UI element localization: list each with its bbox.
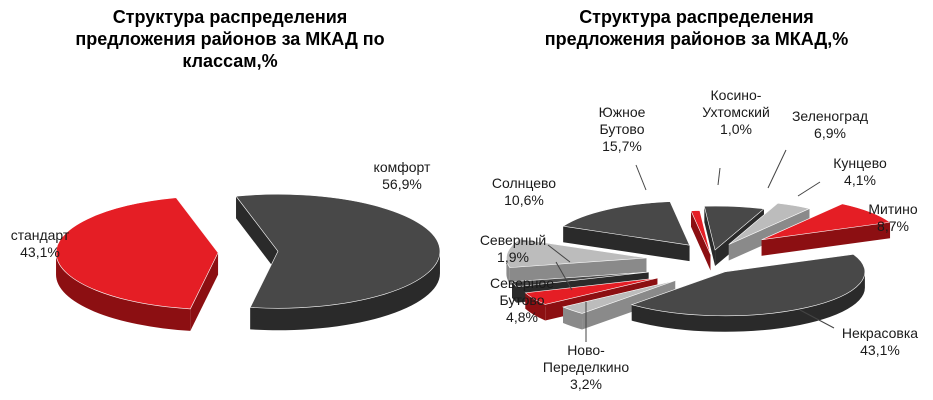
pie-slice-некрасовка [630, 253, 866, 332]
slice-value-солнцево: 10,6% [504, 192, 544, 208]
slice-value-стандарт: 43,1% [20, 244, 60, 260]
chart-panel-districts: Структура распределения предложения райо… [460, 0, 933, 400]
slice-label-ново-переделкино: Ново-Переделкино [543, 342, 629, 375]
slice-label-стандарт: стандарт [11, 227, 70, 243]
slice-value-ново-переделкино: 3,2% [570, 376, 602, 392]
pie-slice-стандарт [55, 197, 219, 331]
slice-label-зеленоград: Зеленоград [792, 108, 868, 124]
slice-label-северное-бутово: Северное Бутово [490, 275, 554, 308]
chart-panel-classes: Структура распределения предложения райо… [0, 0, 460, 400]
slice-label-южное-бутово: Южное Бутово [599, 104, 646, 137]
chart-title-classes: Структура распределения предложения райо… [75, 7, 385, 71]
pie-slice-косино-ухтомский [690, 210, 711, 271]
chart-title-districts: Структура распределения предложения райо… [544, 7, 849, 49]
slice-value-некрасовка: 43,1% [860, 342, 900, 358]
slice-value-кунцево: 4,1% [844, 172, 876, 188]
slice-value-северное-бутово: 4,8% [506, 309, 538, 325]
slice-value-комфорт: 56,9% [382, 176, 422, 192]
slice-value-северный: 1,9% [497, 249, 529, 265]
pie-slice-митино [761, 203, 891, 256]
slice-label-косино-ухтомский: Косино-Ухтомский [702, 87, 770, 120]
slice-label-некрасовка: Некрасовка [842, 325, 918, 341]
slice-label-северный: Северный [480, 232, 546, 248]
slice-label-митино: Митино [868, 201, 917, 217]
slice-label-кунцево: Кунцево [833, 155, 887, 171]
slice-value-зеленоград: 6,9% [814, 125, 846, 141]
slice-value-косино-ухтомский: 1,0% [720, 121, 752, 137]
pie-slice-ново-переделкино [562, 280, 676, 330]
slice-value-южное-бутово: 15,7% [602, 138, 642, 154]
slice-label-солнцево: Солнцево [492, 175, 556, 191]
slice-label-комфорт: комфорт [374, 159, 431, 175]
pie-slice-кунцево [728, 202, 811, 261]
pie-slice-южное-бутово [562, 201, 691, 262]
slice-value-митино: 8,7% [877, 218, 909, 234]
pie-chart-districts: Косино-Ухтомский1,0%Зеленоград6,9%Кунцев… [480, 87, 918, 392]
pie-slice-комфорт [235, 193, 441, 331]
